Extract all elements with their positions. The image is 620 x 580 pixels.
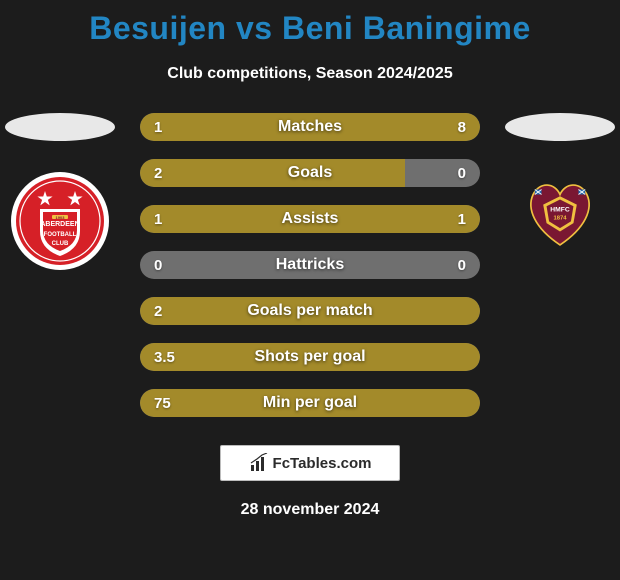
stat-row: 00Hattricks — [140, 251, 480, 279]
stat-row: 20Goals — [140, 159, 480, 187]
svg-text:CLUB: CLUB — [52, 241, 69, 247]
stat-row: 75Min per goal — [140, 389, 480, 417]
svg-text:1874: 1874 — [553, 216, 567, 222]
page-title: Besuijen vs Beni Baningime — [0, 0, 620, 47]
stat-row: 3.5Shots per goal — [140, 343, 480, 371]
svg-text:HMFC: HMFC — [550, 206, 570, 213]
fctables-logo: FcTables.com — [220, 445, 400, 481]
stat-label: Matches — [140, 118, 480, 136]
page-subtitle: Club competitions, Season 2024/2025 — [0, 65, 620, 83]
shadow-ellipse-left — [5, 113, 115, 141]
stat-row: 18Matches — [140, 113, 480, 141]
player-left-column: ABERDEEN FOOTBALL CLUB 1903 — [0, 113, 120, 271]
stat-label: Shots per goal — [140, 348, 480, 366]
aberdeen-crest-icon: ABERDEEN FOOTBALL CLUB 1903 — [10, 171, 110, 271]
player-right-column: HMFC 1874 — [500, 113, 620, 255]
stat-label: Goals — [140, 164, 480, 182]
hearts-crest-icon: HMFC 1874 — [518, 171, 602, 255]
footer-brand-text: FcTables.com — [273, 455, 372, 472]
stat-label: Min per goal — [140, 394, 480, 412]
stat-label: Assists — [140, 210, 480, 228]
stat-label: Goals per match — [140, 302, 480, 320]
chart-icon — [249, 453, 269, 473]
stat-row: 2Goals per match — [140, 297, 480, 325]
svg-text:1903: 1903 — [56, 215, 66, 220]
shadow-ellipse-right — [505, 113, 615, 141]
stat-bars-container: 18Matches 20Goals 11Assists 00Hattricks 2Goa… — [140, 113, 480, 417]
comparison-main: ABERDEEN FOOTBALL CLUB 1903 HMFC 1874 18… — [0, 113, 620, 417]
svg-text:ABERDEEN: ABERDEEN — [40, 221, 79, 228]
footer-date: 28 november 2024 — [0, 501, 620, 519]
svg-text:FOOTBALL: FOOTBALL — [44, 232, 77, 238]
stat-label: Hattricks — [140, 256, 480, 274]
stat-row: 11Assists — [140, 205, 480, 233]
